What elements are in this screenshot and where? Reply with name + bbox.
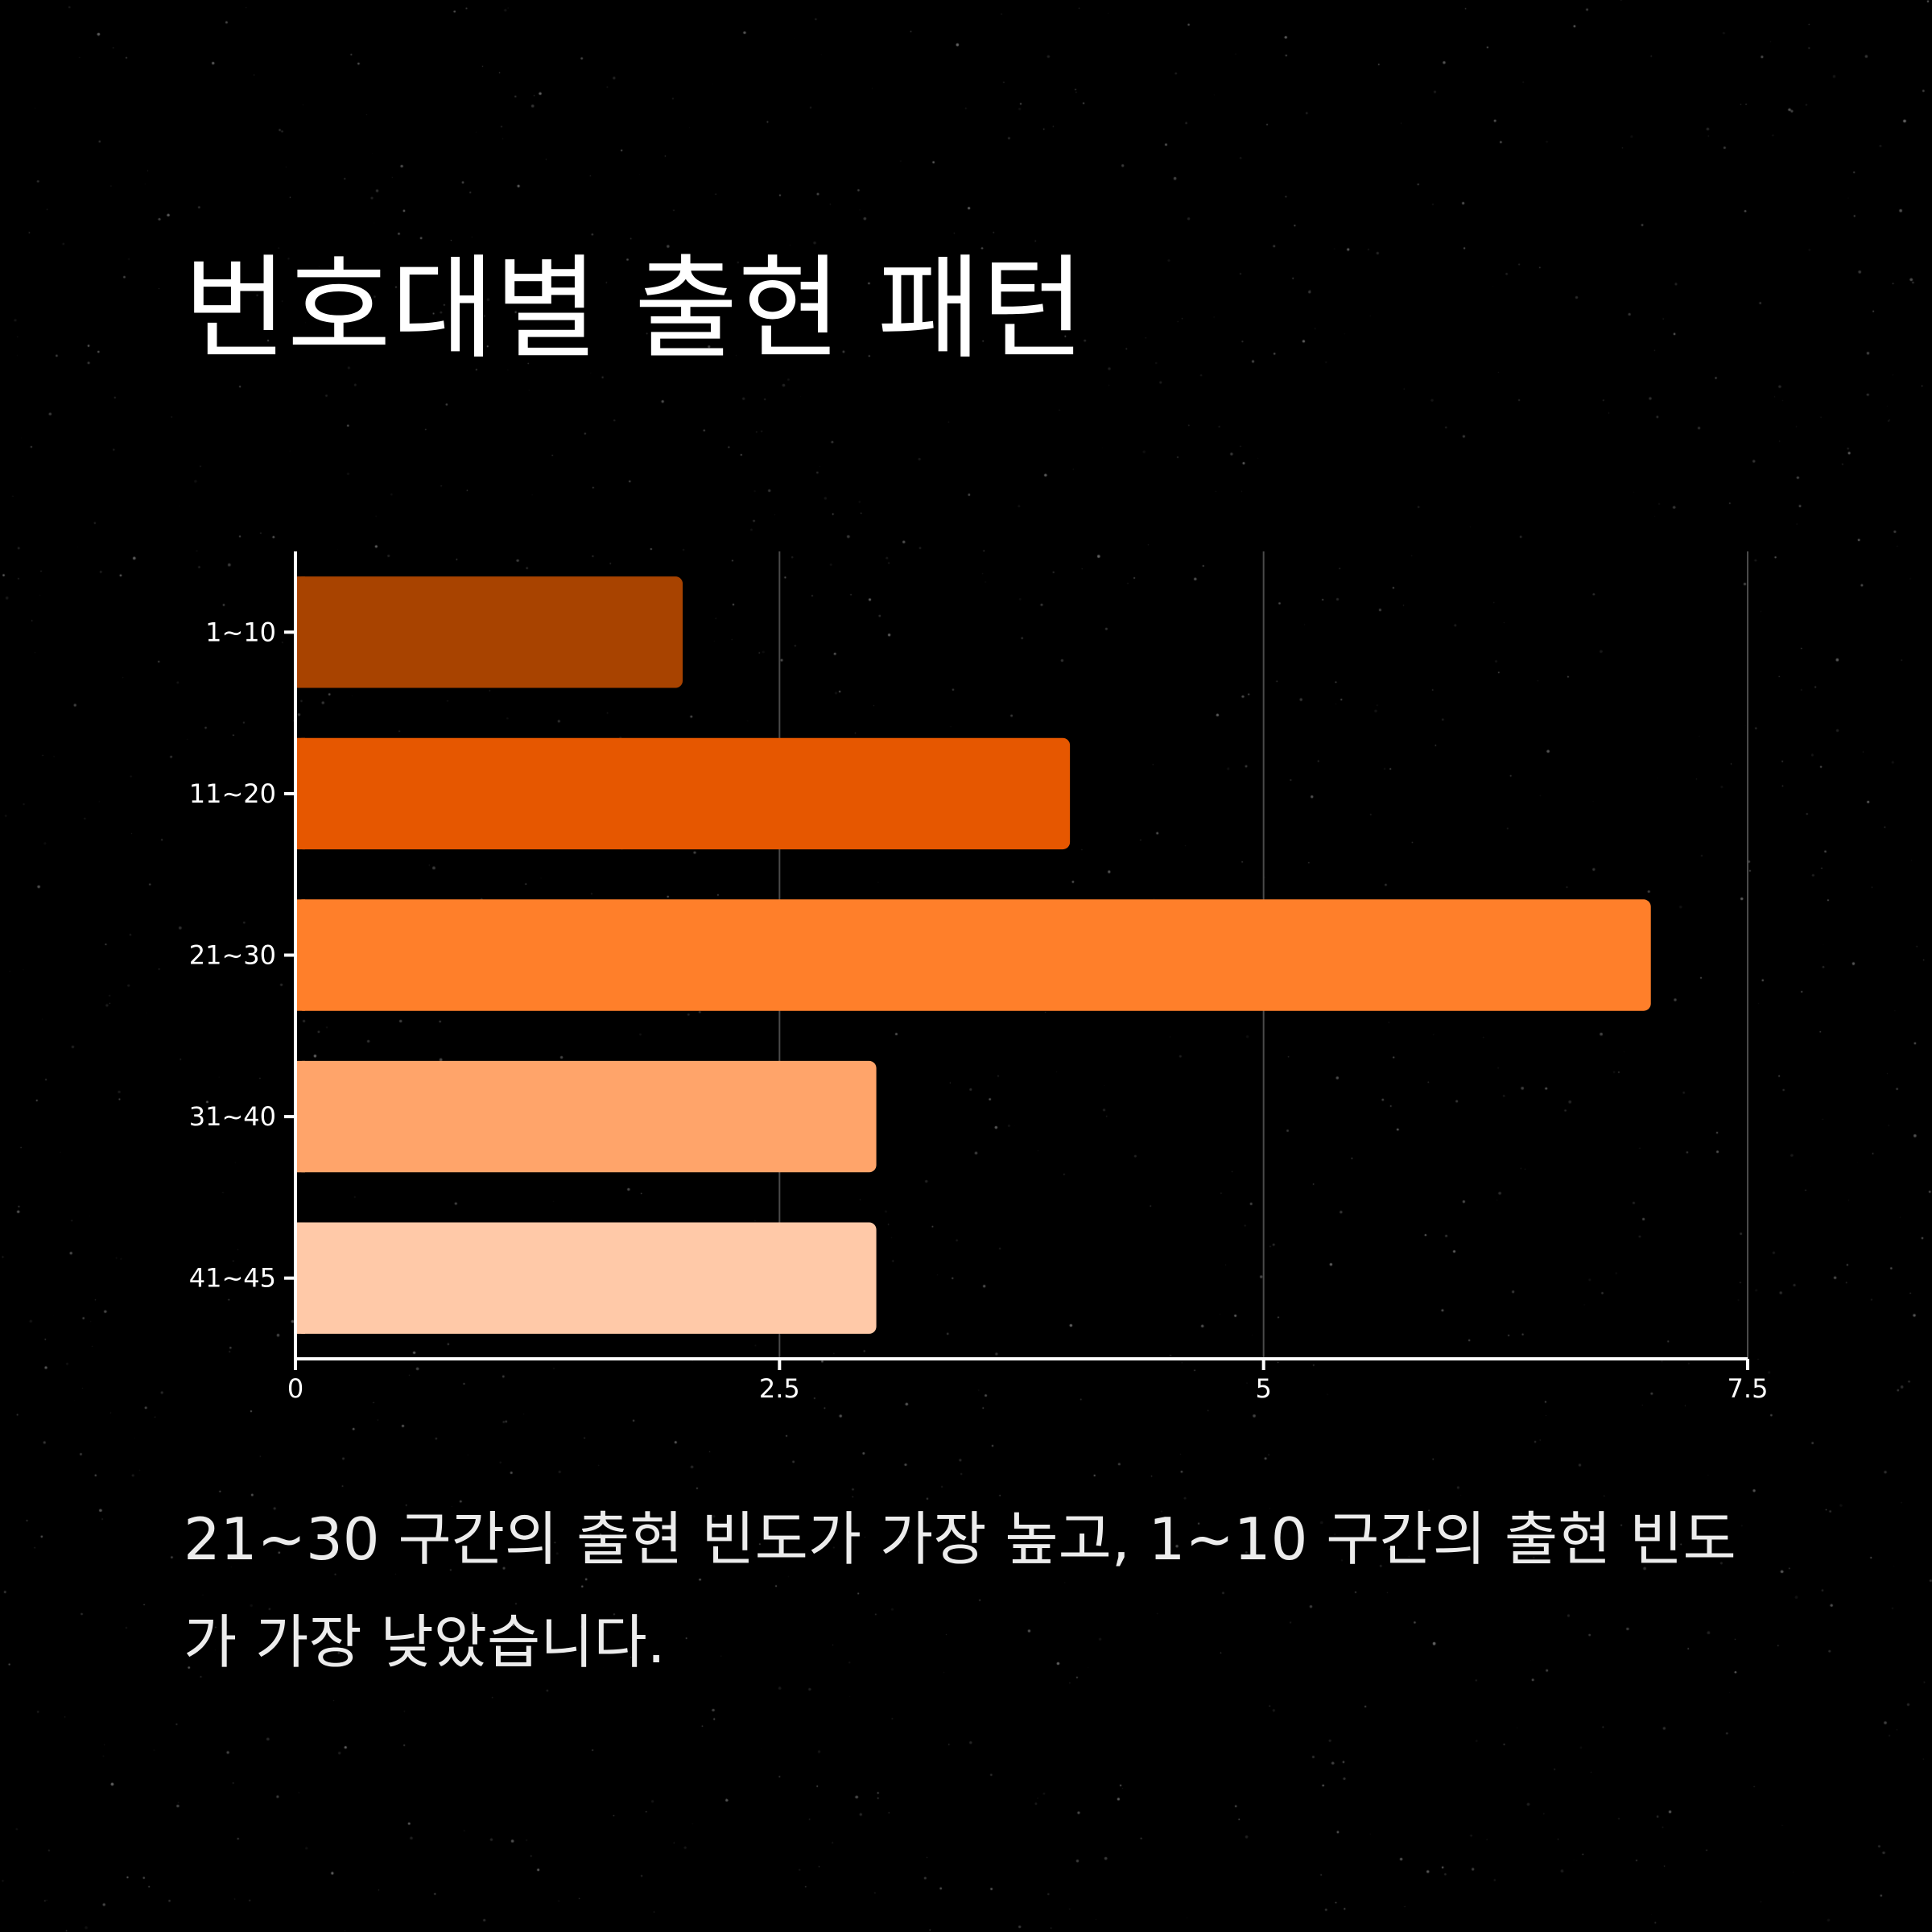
y-tick-label: 21~30 — [189, 940, 276, 971]
axes — [284, 551, 1749, 1370]
x-tick-label: 2.5 — [759, 1373, 800, 1404]
tick-labels: 1~10 11~20 21~30 31~40 41~45 0 2.5 5 7.5 — [189, 617, 1769, 1404]
bar — [295, 1222, 877, 1334]
bar — [295, 899, 1651, 1011]
bar-base — [295, 737, 305, 850]
bar — [295, 1060, 877, 1173]
chart-caption: 21~30 구간의 출현 빈도가 가장 높고, 1~10 구간의 출현 빈도가 … — [184, 1505, 1736, 1676]
bars — [295, 576, 1651, 1334]
y-tick-label: 1~10 — [205, 617, 276, 647]
bar-base — [295, 1060, 305, 1173]
x-tick-label: 0 — [287, 1373, 303, 1404]
page-title: 번호대별 출현 패턴 — [184, 244, 1085, 375]
bar-base — [295, 1222, 305, 1334]
x-tick-label: 5 — [1255, 1373, 1271, 1404]
bar — [295, 576, 683, 688]
x-tick-label: 7.5 — [1728, 1373, 1769, 1404]
bar — [295, 737, 1071, 850]
bar-base — [295, 899, 305, 1011]
y-tick-label: 41~45 — [189, 1263, 276, 1294]
y-tick-label: 31~40 — [189, 1101, 276, 1132]
y-tick-label: 11~20 — [189, 778, 276, 809]
bar-base — [295, 576, 305, 688]
